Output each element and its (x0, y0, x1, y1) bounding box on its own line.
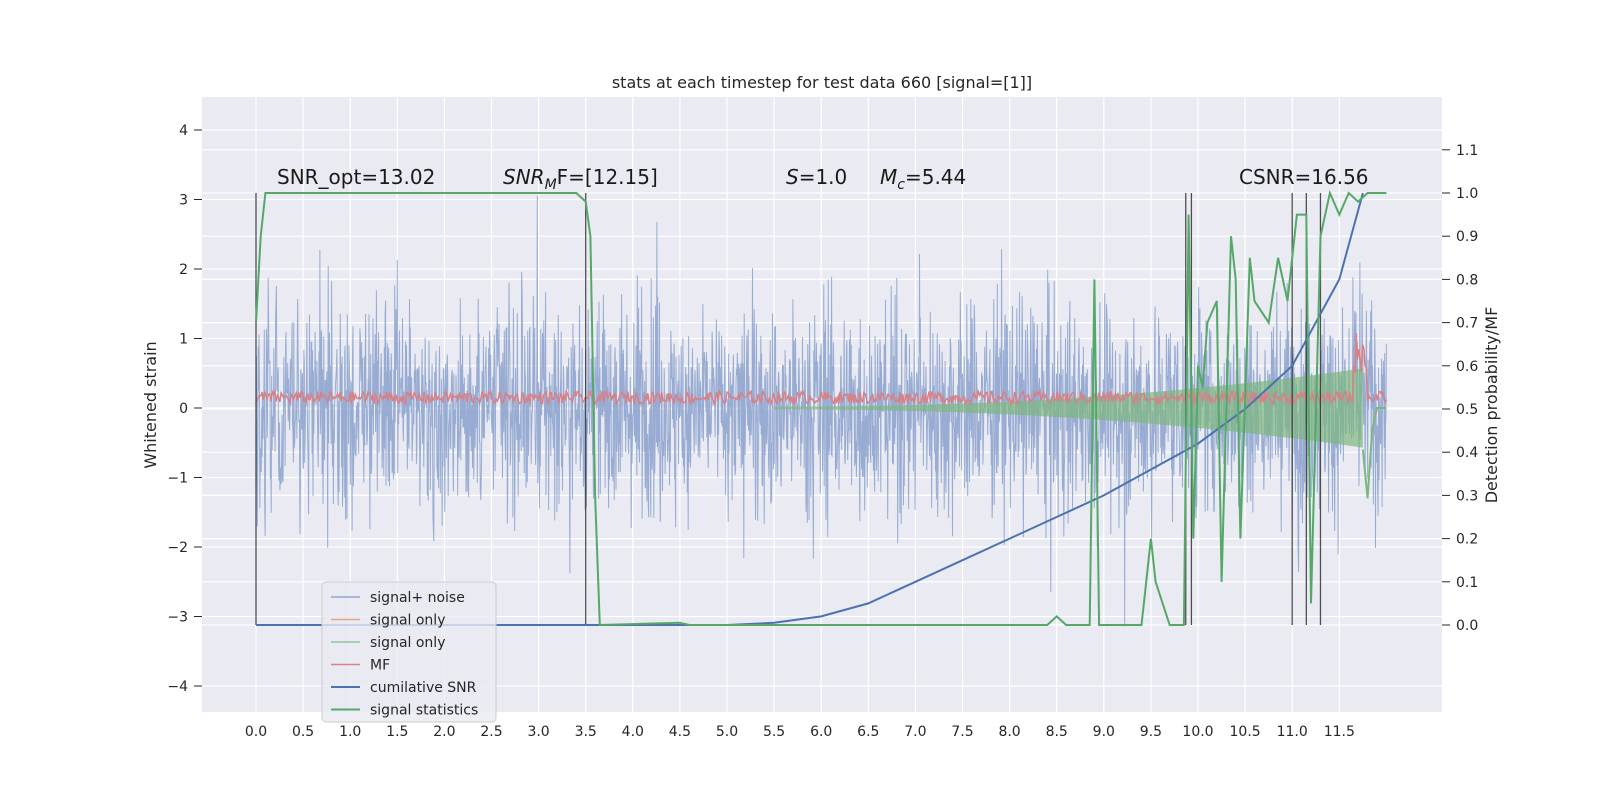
annotation-mc-sub: c (897, 177, 905, 193)
x-tick-label: 8.5 (1046, 724, 1068, 740)
legend-label: signal+ noise (370, 590, 465, 606)
y-axis-label: Whitened strain (141, 341, 160, 468)
y-tick-label: 4 (179, 123, 188, 139)
y-tick-label: −3 (167, 610, 188, 626)
annotation-snr-mf: SNRMF=[12.15] (503, 165, 658, 193)
annotation-mc: Mc=5.44 (880, 165, 966, 193)
annotation-mc-tail: =5.44 (905, 165, 966, 189)
annotation-snr-mf-tail: F=[12.15] (557, 165, 658, 189)
signal-envelope-fill (774, 368, 1363, 448)
annotation-s: S=1.0 (786, 165, 847, 189)
y-tick-label: 3 (179, 193, 188, 209)
annotation-s-var: S (786, 165, 799, 189)
annotation-csnr: CSNR=16.56 (1239, 165, 1369, 189)
x-tick-label: 9.5 (1140, 724, 1162, 740)
chart-title: stats at each timestep for test data 660… (612, 73, 1032, 92)
right-y-tick-label: 0.2 (1456, 532, 1478, 548)
x-tick-label: 1.5 (386, 724, 408, 740)
right-y-tick-label: 0.8 (1456, 272, 1478, 288)
annotation-s-tail: =1.0 (799, 165, 848, 189)
right-y-tick-label: 0.5 (1456, 402, 1478, 418)
right-y-tick-label: 0.4 (1456, 445, 1478, 461)
axes: 0.0 0.5 1.0 1.5 2.0 2.5 3.0 3.5 4.0 4.5 5.0 5.5 6.0 6… (167, 123, 1478, 740)
x-tick-label: 2.0 (433, 724, 455, 740)
annotation-snr-mf-sub: M (545, 177, 557, 193)
signal-ringdown (1361, 407, 1387, 499)
annotation-mc-var: M (880, 165, 897, 189)
x-tick-label: 10.5 (1230, 724, 1261, 740)
x-tick-label: 3.5 (575, 724, 597, 740)
annotation-snr-mf-var: SNR (503, 165, 545, 189)
legend-label: cumilative SNR (370, 680, 477, 696)
right-y-tick-label: 0.1 (1456, 575, 1478, 591)
x-tick-label: 0.5 (292, 724, 314, 740)
right-y-tick-label: 0.3 (1456, 488, 1478, 504)
y-tick-label: −2 (167, 540, 188, 556)
x-tick-label: 2.5 (480, 724, 502, 740)
legend-label: MF (370, 658, 390, 674)
right-y-tick-label: 1.0 (1456, 186, 1478, 202)
x-tick-label: 4.0 (622, 724, 644, 740)
right-y-axis-label: Detection probability/MF (1482, 307, 1501, 504)
x-tick-label: 4.5 (669, 724, 691, 740)
y-tick-label: 0 (179, 401, 188, 417)
right-y-tick-label: 0.0 (1456, 618, 1478, 634)
y-tick-label: −1 (167, 471, 188, 487)
line-series (255, 189, 1387, 627)
signal-statistics-line (255, 189, 1387, 627)
legend-label: signal only (370, 635, 445, 651)
cumulative-snr-line (256, 192, 1364, 626)
right-y-tick-label: 0.6 (1456, 359, 1478, 375)
right-y-tick-label: 1.1 (1456, 143, 1478, 159)
x-tick-label: 8.0 (998, 724, 1020, 740)
legend-label: signal statistics (370, 703, 478, 719)
x-tick-label: 3.0 (527, 724, 549, 740)
x-tick-label: 11.5 (1324, 724, 1355, 740)
x-tick-label: 6.5 (857, 724, 879, 740)
x-tick-label: 9.0 (1093, 724, 1115, 740)
signal-envelope (774, 368, 1387, 499)
x-tick-label: 11.0 (1277, 724, 1308, 740)
legend-box (321, 581, 497, 723)
x-tick-label: 5.0 (716, 724, 738, 740)
x-tick-label: 7.5 (951, 724, 973, 740)
x-tick-label: 0.0 (245, 724, 267, 740)
x-tick-label: 1.0 (339, 724, 361, 740)
x-tick-label: 6.0 (810, 724, 832, 740)
x-tick-label: 10.0 (1182, 724, 1213, 740)
annotation-snr-opt: SNR_opt=13.02 (277, 165, 435, 189)
x-tick-label: 7.0 (904, 724, 926, 740)
y-tick-label: 2 (179, 262, 188, 278)
y-tick-label: 1 (179, 332, 188, 348)
y-tick-label: −4 (167, 679, 188, 695)
legend-label: signal only (370, 613, 445, 629)
legend: signal+ noise signal only signal only MF cum… (321, 581, 497, 723)
right-y-tick-label: 0.7 (1456, 316, 1478, 332)
x-tick-label: 5.5 (763, 724, 785, 740)
right-y-tick-label: 0.9 (1456, 229, 1478, 245)
